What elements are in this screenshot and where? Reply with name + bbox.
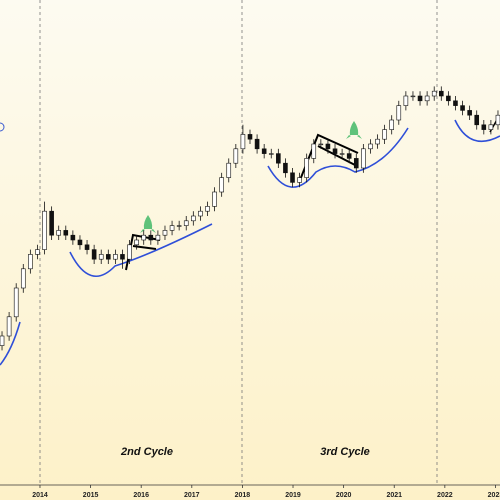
cycle-curves — [0, 119, 500, 366]
candle-body — [63, 230, 69, 236]
candle-body — [6, 316, 12, 337]
candle-body — [127, 244, 132, 260]
x-tick-label: 2014 — [32, 492, 48, 499]
candle-body — [254, 138, 260, 150]
candle-body — [276, 153, 281, 164]
candle-body — [162, 230, 168, 236]
candle-body — [389, 119, 395, 130]
candle-body — [198, 210, 203, 217]
candle-body — [353, 158, 359, 169]
candle-body — [311, 143, 317, 159]
x-tick-label: 2017 — [184, 492, 200, 499]
x-tick-label: 2018 — [235, 492, 251, 499]
candle-body — [290, 172, 295, 183]
candle-body — [20, 268, 26, 289]
candle-body — [13, 287, 19, 318]
x-tick-label: 2015 — [83, 492, 99, 499]
candle-body — [481, 124, 487, 130]
candle-body — [446, 95, 451, 102]
candle-body — [28, 254, 33, 270]
candle-body — [361, 148, 366, 169]
x-tick-label: 2023 — [488, 492, 500, 499]
candle-body — [431, 90, 437, 97]
candle-body — [191, 215, 196, 222]
candle-body — [176, 225, 182, 227]
candle-body — [268, 153, 274, 155]
candle-body — [120, 254, 125, 260]
candle-body — [375, 138, 380, 145]
candle-body — [134, 239, 139, 246]
candle-body — [339, 153, 345, 155]
candle-body — [460, 105, 465, 111]
candle-body — [325, 143, 331, 150]
candle-body — [240, 134, 246, 150]
candle-body — [417, 95, 423, 102]
candle-body — [70, 234, 76, 241]
candle-body — [368, 143, 373, 150]
candle-body — [56, 230, 62, 236]
candle-body — [332, 148, 338, 154]
candle-body — [396, 105, 402, 121]
candle-body — [410, 95, 416, 98]
candle-body — [304, 158, 309, 178]
candle-body — [297, 177, 302, 183]
candle-body — [438, 90, 444, 97]
candle-body — [105, 254, 111, 260]
candle-body — [183, 220, 189, 226]
x-tick-label: 2016 — [133, 492, 149, 499]
candle-body — [495, 114, 500, 126]
candle-body — [403, 95, 409, 106]
candle-body — [226, 162, 232, 178]
candle-body — [169, 225, 175, 231]
candle-body — [35, 249, 40, 255]
candle-body — [42, 210, 47, 250]
x-tick-label: 2021 — [386, 492, 402, 499]
candle-body — [91, 249, 97, 260]
candle-body — [98, 254, 104, 260]
candle-body — [453, 100, 458, 106]
candle-body — [212, 191, 217, 207]
candle-body — [219, 177, 224, 193]
rocket-icons — [140, 121, 362, 233]
x-tick-label: 2020 — [336, 492, 352, 499]
candle-body — [0, 335, 5, 346]
cycle-dividers — [39, 0, 438, 485]
candle-body — [113, 254, 118, 260]
cycle-label: 3rd Cycle — [320, 446, 370, 458]
x-tick-label: 2019 — [285, 492, 301, 499]
candle-body — [488, 124, 494, 130]
candle-body — [346, 153, 352, 159]
candle-body — [84, 244, 90, 250]
candle-body — [247, 134, 253, 140]
candle-body — [318, 143, 324, 146]
candle-body — [233, 148, 239, 164]
candle-body — [141, 234, 147, 241]
marker — [0, 122, 5, 132]
x-tick-label: 2022 — [437, 492, 453, 499]
candle-body — [155, 234, 161, 241]
candle-body — [77, 239, 83, 246]
candle-body — [148, 234, 154, 241]
candle-body — [424, 95, 430, 102]
candle-body — [283, 162, 288, 174]
candle-body — [474, 114, 480, 126]
cycle-label: 2nd Cycle — [120, 446, 173, 458]
candle-body — [467, 110, 472, 116]
candle-body — [261, 148, 267, 154]
candle-body — [205, 206, 210, 212]
candle-body — [382, 129, 387, 140]
candle-body — [49, 210, 54, 236]
